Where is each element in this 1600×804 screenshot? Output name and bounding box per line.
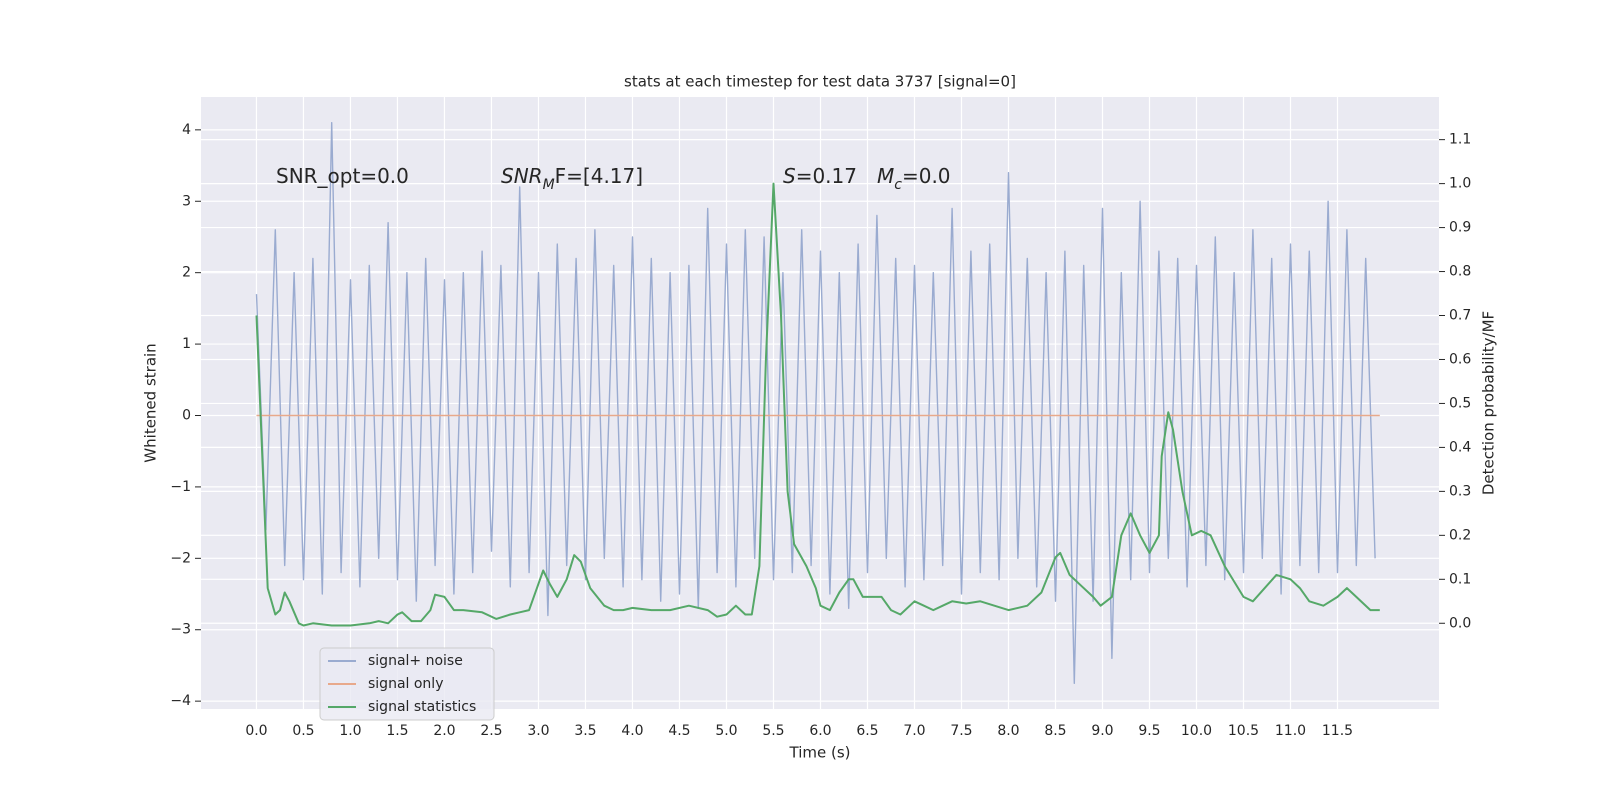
y-tick-label: −3 — [170, 622, 191, 638]
x-tick-label: 5.0 — [715, 723, 737, 739]
x-axis-label: Time (s) — [789, 744, 851, 762]
y2-tick-label: 1.1 — [1449, 132, 1471, 148]
y2-tick-label: 0.6 — [1449, 351, 1471, 367]
y-axis-label: Whitened strain — [142, 343, 160, 462]
y-tick-label: −1 — [170, 479, 191, 495]
y2-tick-label: 0.5 — [1449, 395, 1471, 411]
annotation-part: M — [543, 177, 555, 193]
annotation-part: SNR_opt=0.0 — [276, 164, 409, 188]
x-tick-label: 0.0 — [245, 723, 267, 739]
chart-title: stats at each timestep for test data 373… — [624, 73, 1016, 91]
y2-axis-label: Detection probability/MF — [1480, 311, 1498, 495]
annotation: SNR_opt=0.0 — [276, 164, 409, 188]
x-tick-label: 2.5 — [480, 723, 502, 739]
x-tick-label: 4.5 — [668, 723, 690, 739]
legend-box — [319, 647, 495, 721]
y2-tick-label: 0.2 — [1449, 527, 1471, 543]
annotation-part: =0.17 — [796, 164, 857, 188]
annotation-part: SNR — [501, 164, 543, 188]
y2-tick-label: 0.1 — [1449, 571, 1471, 587]
x-tick-label: 0.5 — [292, 723, 314, 739]
x-tick-label: 2.0 — [433, 723, 455, 739]
y2-tick-label: 0.0 — [1449, 615, 1471, 631]
legend-label: signal only — [368, 676, 443, 692]
y-tick-label: −4 — [170, 693, 191, 709]
y2-tick-label: 0.3 — [1449, 483, 1471, 499]
x-tick-label: 8.0 — [997, 723, 1019, 739]
y-tick-label: 3 — [182, 193, 191, 209]
x-tick-label: 1.0 — [339, 723, 361, 739]
x-tick-label: 10.0 — [1181, 723, 1212, 739]
y2-tick-label: 0.4 — [1449, 439, 1471, 455]
x-tick-label: 6.5 — [856, 723, 878, 739]
y2-tick-label: 0.9 — [1449, 220, 1471, 236]
y-tick-label: 0 — [182, 407, 191, 423]
x-tick-label: 3.0 — [527, 723, 549, 739]
x-tick-label: 4.0 — [621, 723, 643, 739]
annotation-part: S — [783, 164, 796, 188]
y-tick-label: −2 — [170, 550, 191, 566]
x-tick-label: 10.5 — [1228, 723, 1259, 739]
legend-label: signal+ noise — [368, 653, 463, 669]
x-tick-label: 3.5 — [574, 723, 596, 739]
annotation-part: F=[4.17] — [555, 164, 643, 188]
x-tick-label: 9.5 — [1138, 723, 1160, 739]
x-tick-label: 7.5 — [950, 723, 972, 739]
series-line — [255, 182, 1380, 627]
legend-label: signal statistics — [368, 699, 476, 715]
y-tick-label: 2 — [182, 265, 191, 281]
x-tick-label: 11.5 — [1322, 723, 1353, 739]
x-tick-label: 7.0 — [903, 723, 925, 739]
y-tick-label: 4 — [182, 122, 191, 138]
x-tick-label: 11.0 — [1275, 723, 1306, 739]
annotation-part: M — [877, 164, 894, 188]
x-tick-label: 8.5 — [1044, 723, 1066, 739]
annotation-part: c — [894, 177, 902, 193]
annotation: Mc=0.0 — [877, 164, 951, 194]
y2-tick-label: 0.8 — [1449, 264, 1471, 280]
x-tick-label: 5.5 — [762, 723, 784, 739]
x-tick-label: 9.0 — [1091, 723, 1113, 739]
x-tick-label: 6.0 — [809, 723, 831, 739]
annotation: S=0.17 — [783, 164, 857, 188]
series-line — [255, 122, 1376, 684]
y2-tick-label: 1.0 — [1449, 176, 1471, 192]
y-tick-label: 1 — [182, 336, 191, 352]
annotation-part: =0.0 — [902, 164, 951, 188]
y2-tick-label: 0.7 — [1449, 308, 1471, 324]
x-tick-label: 1.5 — [386, 723, 408, 739]
annotation: SNRMF=[4.17] — [501, 164, 643, 194]
